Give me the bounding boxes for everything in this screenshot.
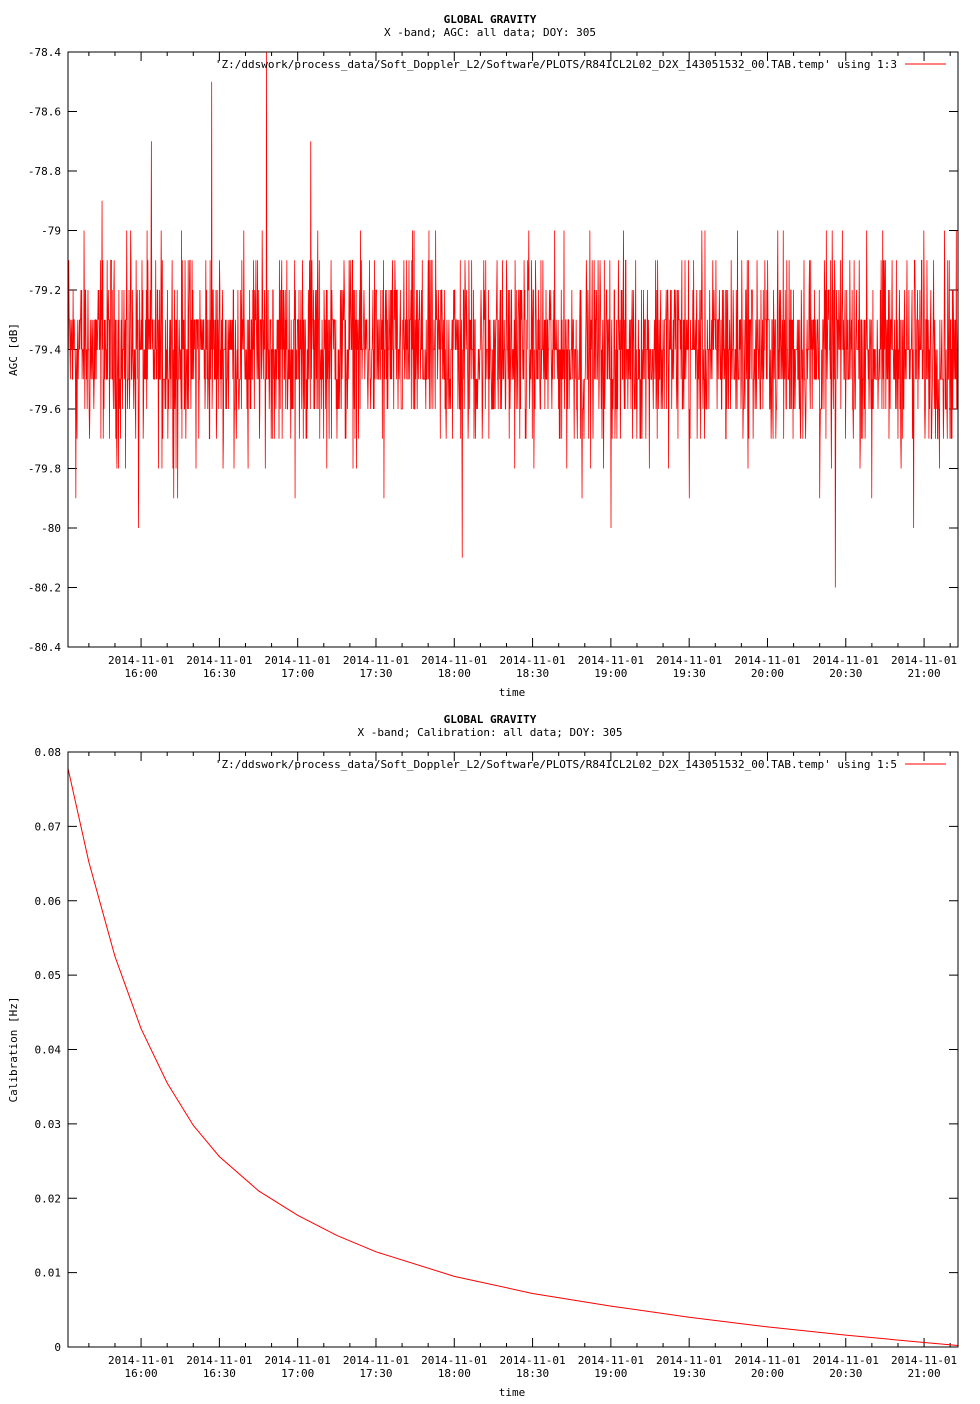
x-tick-time-label: 17:00 xyxy=(281,1367,314,1380)
y-tick-label: -78.8 xyxy=(28,165,61,178)
y-tick-label: -80 xyxy=(41,522,61,535)
y-tick-label: 0 xyxy=(54,1341,61,1354)
x-axis-label: time xyxy=(499,686,526,699)
x-tick-time-label: 19:00 xyxy=(594,1367,627,1380)
x-tick-time-label: 18:30 xyxy=(516,667,549,680)
y-tick-label: 0.06 xyxy=(35,895,62,908)
y-tick-label: -79.8 xyxy=(28,463,61,476)
x-tick-time-label: 17:30 xyxy=(359,1367,392,1380)
y-tick-label: -80.2 xyxy=(28,582,61,595)
x-tick-date-label: 2014-11-01 xyxy=(813,654,879,667)
x-tick-time-label: 18:00 xyxy=(438,667,471,680)
y-tick-label: 0.05 xyxy=(35,969,62,982)
x-tick-date-label: 2014-11-01 xyxy=(656,1354,722,1367)
x-tick-time-label: 17:00 xyxy=(281,667,314,680)
x-tick-date-label: 2014-11-01 xyxy=(343,1354,409,1367)
y-tick-label: -79.4 xyxy=(28,344,61,357)
y-tick-label: -80.4 xyxy=(28,641,61,654)
x-tick-date-label: 2014-11-01 xyxy=(734,1354,800,1367)
x-tick-date-label: 2014-11-01 xyxy=(499,1354,565,1367)
chart-subtitle: X -band; AGC: all data; DOY: 305 xyxy=(384,26,596,39)
x-axis-label: time xyxy=(499,1386,526,1399)
x-tick-date-label: 2014-11-01 xyxy=(421,654,487,667)
x-tick-date-label: 2014-11-01 xyxy=(108,654,174,667)
y-axis-label: Calibration [Hz] xyxy=(7,997,20,1103)
y-tick-label: 0.02 xyxy=(35,1192,62,1205)
chart-title: GLOBAL GRAVITY xyxy=(444,13,537,26)
x-tick-date-label: 2014-11-01 xyxy=(186,1354,252,1367)
x-tick-date-label: 2014-11-01 xyxy=(891,654,957,667)
chart-title: GLOBAL GRAVITY xyxy=(444,713,537,726)
x-tick-date-label: 2014-11-01 xyxy=(578,654,644,667)
y-tick-label: -79.2 xyxy=(28,284,61,297)
x-tick-date-label: 2014-11-01 xyxy=(734,654,800,667)
x-tick-time-label: 16:30 xyxy=(203,667,236,680)
y-tick-label: -79.6 xyxy=(28,403,61,416)
x-tick-date-label: 2014-11-01 xyxy=(186,654,252,667)
series-line xyxy=(68,52,958,588)
x-tick-date-label: 2014-11-01 xyxy=(265,1354,331,1367)
x-tick-time-label: 16:30 xyxy=(203,1367,236,1380)
x-tick-time-label: 19:30 xyxy=(673,1367,706,1380)
x-tick-time-label: 20:00 xyxy=(751,1367,784,1380)
y-tick-label: 0.03 xyxy=(35,1118,62,1131)
x-tick-date-label: 2014-11-01 xyxy=(265,654,331,667)
x-tick-date-label: 2014-11-01 xyxy=(108,1354,174,1367)
x-tick-date-label: 2014-11-01 xyxy=(499,654,565,667)
x-tick-date-label: 2014-11-01 xyxy=(421,1354,487,1367)
x-tick-time-label: 18:00 xyxy=(438,1367,471,1380)
y-tick-label: -78.6 xyxy=(28,106,61,119)
x-tick-time-label: 16:00 xyxy=(125,667,158,680)
x-tick-time-label: 21:00 xyxy=(908,1367,941,1380)
x-tick-date-label: 2014-11-01 xyxy=(891,1354,957,1367)
y-tick-label: 0.08 xyxy=(35,746,62,759)
x-tick-date-label: 2014-11-01 xyxy=(813,1354,879,1367)
x-tick-time-label: 17:30 xyxy=(359,667,392,680)
chart-subtitle: X -band; Calibration: all data; DOY: 305 xyxy=(358,726,623,739)
y-tick-label: 0.07 xyxy=(35,820,62,833)
x-tick-time-label: 20:00 xyxy=(751,667,784,680)
x-tick-date-label: 2014-11-01 xyxy=(656,654,722,667)
x-tick-time-label: 16:00 xyxy=(125,1367,158,1380)
series-line xyxy=(68,768,958,1347)
x-tick-date-label: 2014-11-01 xyxy=(578,1354,644,1367)
plot-frame xyxy=(67,51,959,648)
plot-frame xyxy=(67,751,959,1348)
y-tick-label: -79 xyxy=(41,225,61,238)
x-tick-time-label: 19:00 xyxy=(594,667,627,680)
legend-label: 'Z:/ddswork/process_data/Soft_Doppler_L2… xyxy=(215,58,897,71)
legend-label: 'Z:/ddswork/process_data/Soft_Doppler_L2… xyxy=(215,758,897,771)
x-tick-time-label: 20:30 xyxy=(829,1367,862,1380)
y-tick-label: 0.04 xyxy=(35,1044,62,1057)
x-tick-time-label: 18:30 xyxy=(516,1367,549,1380)
y-tick-label: -78.4 xyxy=(28,46,61,59)
x-tick-time-label: 19:30 xyxy=(673,667,706,680)
x-tick-date-label: 2014-11-01 xyxy=(343,654,409,667)
x-tick-time-label: 20:30 xyxy=(829,667,862,680)
x-tick-time-label: 21:00 xyxy=(908,667,941,680)
y-tick-label: 0.01 xyxy=(35,1267,62,1280)
y-axis-label: AGC [dB] xyxy=(7,323,20,376)
